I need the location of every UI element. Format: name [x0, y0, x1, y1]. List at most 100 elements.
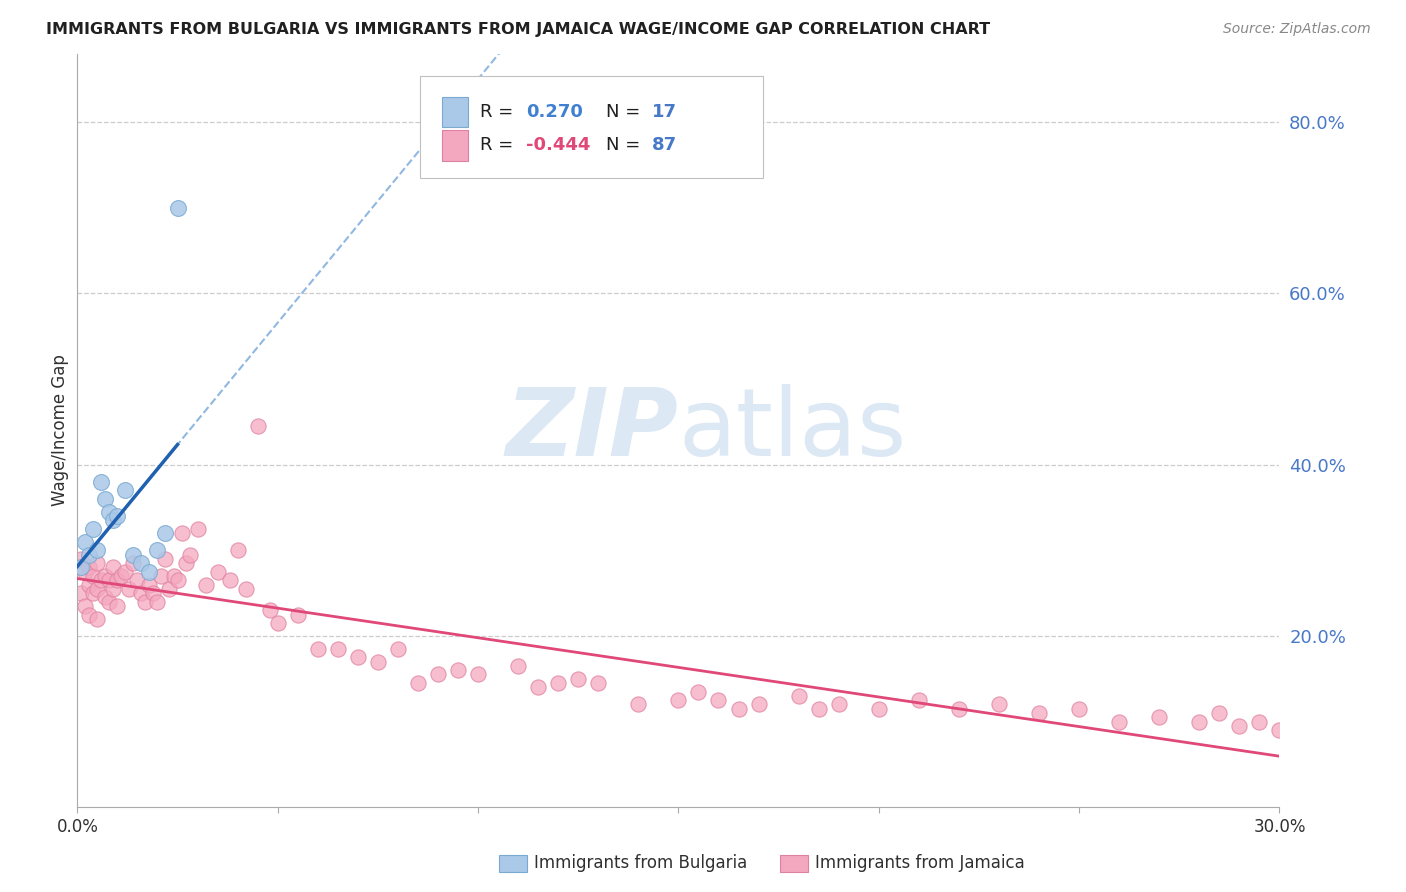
Text: Immigrants from Jamaica: Immigrants from Jamaica: [815, 855, 1025, 872]
Text: N =: N =: [606, 103, 647, 121]
Point: [86, 612, 108, 626]
Point: [787, 689, 810, 703]
Point: [707, 693, 730, 707]
Point: [114, 483, 136, 498]
Point: [1309, 757, 1331, 772]
Point: [174, 556, 197, 570]
Point: [988, 698, 1011, 712]
Point: [588, 676, 610, 690]
Point: [127, 574, 149, 588]
Point: [107, 599, 129, 613]
Point: [567, 672, 589, 686]
Point: [1149, 710, 1171, 724]
Point: [122, 548, 145, 562]
Point: [82, 522, 104, 536]
Point: [103, 513, 125, 527]
Point: [134, 595, 156, 609]
Point: [1288, 727, 1310, 741]
Point: [170, 526, 193, 541]
Point: [688, 684, 710, 698]
Point: [807, 702, 830, 716]
FancyBboxPatch shape: [441, 130, 468, 161]
Point: [94, 591, 117, 605]
Point: [155, 552, 177, 566]
FancyBboxPatch shape: [420, 76, 762, 178]
Point: [367, 655, 389, 669]
Text: R =: R =: [479, 136, 519, 154]
Point: [86, 543, 108, 558]
Point: [98, 595, 121, 609]
Point: [627, 698, 650, 712]
Point: [82, 569, 104, 583]
Point: [98, 574, 121, 588]
Point: [131, 586, 153, 600]
Point: [427, 667, 450, 681]
Point: [326, 641, 349, 656]
Point: [103, 560, 125, 574]
Text: Source: ZipAtlas.com: Source: ZipAtlas.com: [1223, 22, 1371, 37]
Point: [207, 565, 229, 579]
Point: [79, 577, 101, 591]
Point: [259, 603, 281, 617]
Point: [150, 569, 173, 583]
Point: [103, 582, 125, 596]
Point: [527, 681, 550, 695]
Point: [194, 577, 217, 591]
Point: [1188, 714, 1211, 729]
Point: [868, 702, 890, 716]
Text: 17: 17: [652, 103, 676, 121]
Point: [267, 616, 290, 631]
Text: IMMIGRANTS FROM BULGARIA VS IMMIGRANTS FROM JAMAICA WAGE/INCOME GAP CORRELATION : IMMIGRANTS FROM BULGARIA VS IMMIGRANTS F…: [46, 22, 990, 37]
Point: [727, 702, 749, 716]
Point: [79, 560, 101, 574]
Point: [387, 641, 409, 656]
Point: [347, 650, 370, 665]
Point: [142, 586, 165, 600]
Point: [75, 565, 97, 579]
Text: ZIP: ZIP: [506, 384, 679, 476]
Point: [159, 582, 181, 596]
Point: [187, 522, 209, 536]
Text: 87: 87: [652, 136, 678, 154]
Point: [118, 582, 141, 596]
Point: [948, 702, 970, 716]
Point: [508, 659, 530, 673]
Point: [94, 569, 117, 583]
Point: [86, 582, 108, 596]
Point: [235, 582, 257, 596]
Point: [668, 693, 690, 707]
Point: [70, 586, 93, 600]
Point: [75, 599, 97, 613]
Point: [1229, 719, 1251, 733]
Point: [131, 556, 153, 570]
Point: [1028, 706, 1050, 720]
Point: [107, 509, 129, 524]
Point: [828, 698, 851, 712]
Y-axis label: Wage/Income Gap: Wage/Income Gap: [51, 354, 69, 507]
Point: [122, 556, 145, 570]
Point: [86, 556, 108, 570]
Point: [107, 574, 129, 588]
Point: [146, 543, 169, 558]
Point: [146, 595, 169, 609]
Point: [166, 201, 188, 215]
Point: [307, 641, 329, 656]
Point: [98, 505, 121, 519]
Point: [110, 569, 132, 583]
Point: [162, 569, 184, 583]
Text: 0.270: 0.270: [526, 103, 582, 121]
Point: [1108, 714, 1130, 729]
Point: [748, 698, 770, 712]
Point: [75, 534, 97, 549]
Point: [70, 560, 93, 574]
Text: N =: N =: [606, 136, 647, 154]
Point: [70, 552, 93, 566]
Point: [406, 676, 429, 690]
Point: [547, 676, 569, 690]
Point: [90, 574, 112, 588]
Point: [246, 419, 269, 434]
Point: [1069, 702, 1091, 716]
Point: [226, 543, 249, 558]
Point: [179, 548, 201, 562]
Point: [82, 586, 104, 600]
